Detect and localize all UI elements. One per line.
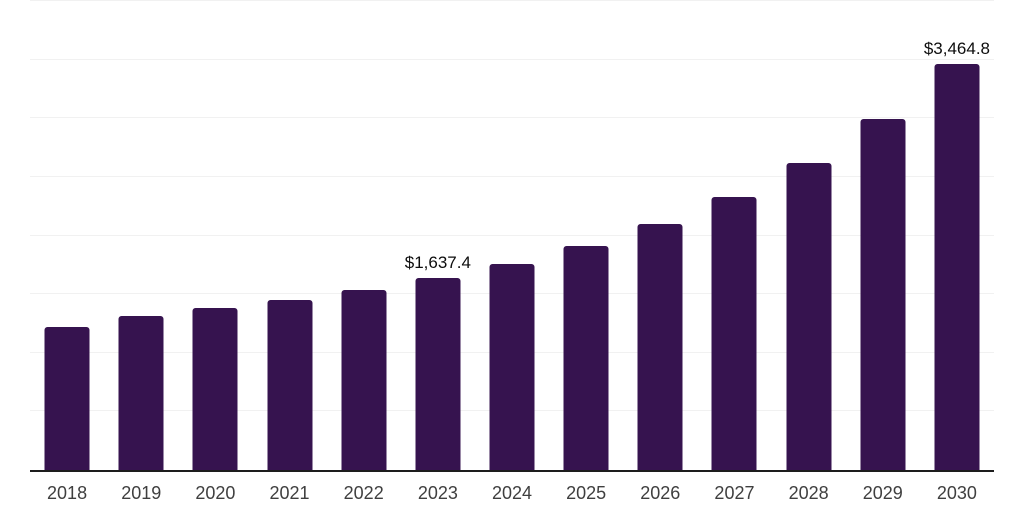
x-tick-label-2030: 2030 [936, 483, 977, 503]
bar-2018 [44, 326, 90, 470]
grid-line [30, 117, 994, 119]
bar-2029 [860, 119, 906, 470]
x-tick-label-2020: 2020 [195, 483, 236, 503]
data-label-2023: $1,637.4 [404, 253, 471, 273]
bar-2021 [267, 300, 313, 470]
grid-line [30, 234, 994, 236]
bar-2023 [415, 278, 461, 470]
data-label-2030: $3,464.8 [923, 38, 991, 58]
bar-2020 [192, 308, 238, 470]
x-tick-label-2026: 2026 [640, 483, 681, 503]
bar-2025 [563, 246, 609, 470]
x-tick-label-2018: 2018 [47, 483, 88, 503]
grid-line [30, 58, 994, 60]
x-axis-tick-labels: 2018 2019 2020 2021 2022 2023 2024 2025 2026 2027… [30, 484, 994, 506]
bar-2019 [118, 315, 164, 470]
grid-line [30, 175, 994, 177]
plot-area: $1,637.4 $3,464.8 [30, 0, 994, 472]
grid-line [30, 0, 994, 1]
x-tick-label-2023: 2023 [417, 483, 458, 503]
bar-2030 [934, 63, 980, 470]
x-tick-label-2021: 2021 [269, 483, 310, 503]
x-tick-label-2019: 2019 [121, 483, 162, 503]
x-tick-label-2028: 2028 [788, 483, 829, 503]
bar-2024 [489, 264, 535, 470]
bar-2027 [711, 196, 757, 470]
x-tick-label-2022: 2022 [343, 483, 384, 503]
x-axis-line [30, 470, 994, 472]
bar-2028 [786, 162, 832, 470]
x-tick-label-2027: 2027 [714, 483, 755, 503]
x-tick-label-2024: 2024 [491, 483, 533, 503]
x-tick-label-2029: 2029 [862, 483, 903, 503]
x-tick-label-2025: 2025 [566, 483, 607, 503]
bar-2022 [341, 289, 387, 470]
bar-2026 [637, 224, 683, 470]
